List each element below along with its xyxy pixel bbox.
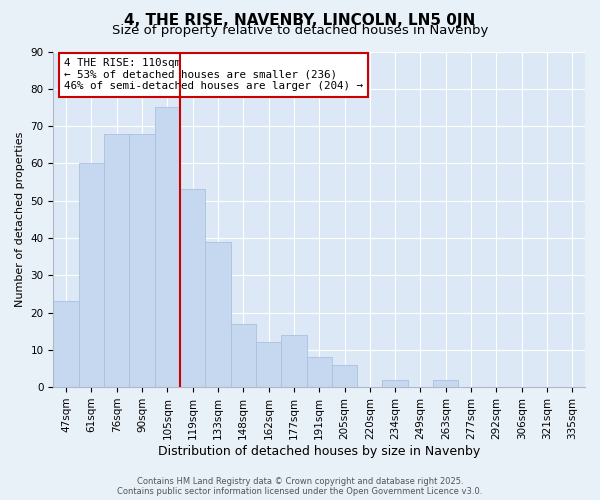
Bar: [130, 134, 155, 387]
Bar: [180, 190, 205, 387]
Bar: [79, 164, 104, 387]
Bar: [230, 324, 256, 387]
Bar: [433, 380, 458, 387]
Bar: [104, 134, 130, 387]
Bar: [205, 242, 230, 387]
Text: 4, THE RISE, NAVENBY, LINCOLN, LN5 0JN: 4, THE RISE, NAVENBY, LINCOLN, LN5 0JN: [124, 12, 476, 28]
Text: 4 THE RISE: 110sqm
← 53% of detached houses are smaller (236)
46% of semi-detach: 4 THE RISE: 110sqm ← 53% of detached hou…: [64, 58, 363, 92]
Bar: [256, 342, 281, 387]
Bar: [53, 302, 79, 387]
Bar: [155, 108, 180, 387]
Y-axis label: Number of detached properties: Number of detached properties: [15, 132, 25, 307]
Bar: [281, 335, 307, 387]
X-axis label: Distribution of detached houses by size in Navenby: Distribution of detached houses by size …: [158, 444, 481, 458]
Text: Size of property relative to detached houses in Navenby: Size of property relative to detached ho…: [112, 24, 488, 37]
Text: Contains HM Land Registry data © Crown copyright and database right 2025.
Contai: Contains HM Land Registry data © Crown c…: [118, 476, 482, 496]
Bar: [307, 358, 332, 387]
Bar: [382, 380, 408, 387]
Bar: [332, 364, 357, 387]
